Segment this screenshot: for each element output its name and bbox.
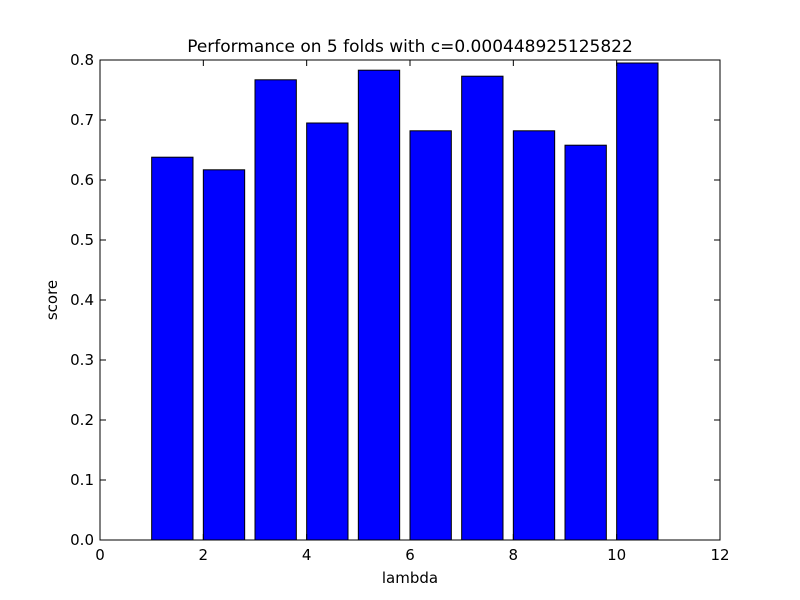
y-tick-label: 0.7 [70,111,94,129]
y-tick-label: 0.2 [70,411,94,429]
bar-6 [409,130,452,541]
chart-title: Performance on 5 folds with c=0.00044892… [187,37,633,57]
bar-3 [254,79,297,541]
bar-9 [564,144,607,541]
x-axis-label: lambda [382,569,438,587]
x-tick-label: 10 [607,546,626,564]
bar-10 [616,62,659,541]
plot-frame [99,59,721,541]
bar-1 [151,156,194,541]
bar-2 [202,169,246,541]
y-tick-label: 0.6 [70,171,94,189]
y-tick-label: 0.5 [70,231,94,249]
x-tick-label: 4 [302,546,312,564]
tick-labels-group: 0 2 4 6 8 10 12 0.0 0.1 0.2 0.3 0.4 0.5 0.6 0.7 0.8 [70,51,729,564]
bar-5 [357,69,401,541]
bars-group [151,62,659,541]
bar-4 [306,122,349,541]
x-tick-label: 6 [405,546,415,564]
x-tick-label: 2 [199,546,209,564]
y-tick-label: 0.3 [70,351,94,369]
y-tick-label: 0.1 [70,471,94,489]
y-axis-label: score [43,280,61,320]
bar-8 [512,130,556,541]
y-tick-label: 0.8 [70,51,94,69]
y-tick-label: 0.0 [70,531,94,549]
x-tick-label: 8 [509,546,519,564]
x-tick-label: 0 [95,546,105,564]
x-tick-label: 12 [710,546,729,564]
bar-7 [461,75,504,541]
y-tick-label: 0.4 [70,291,94,309]
